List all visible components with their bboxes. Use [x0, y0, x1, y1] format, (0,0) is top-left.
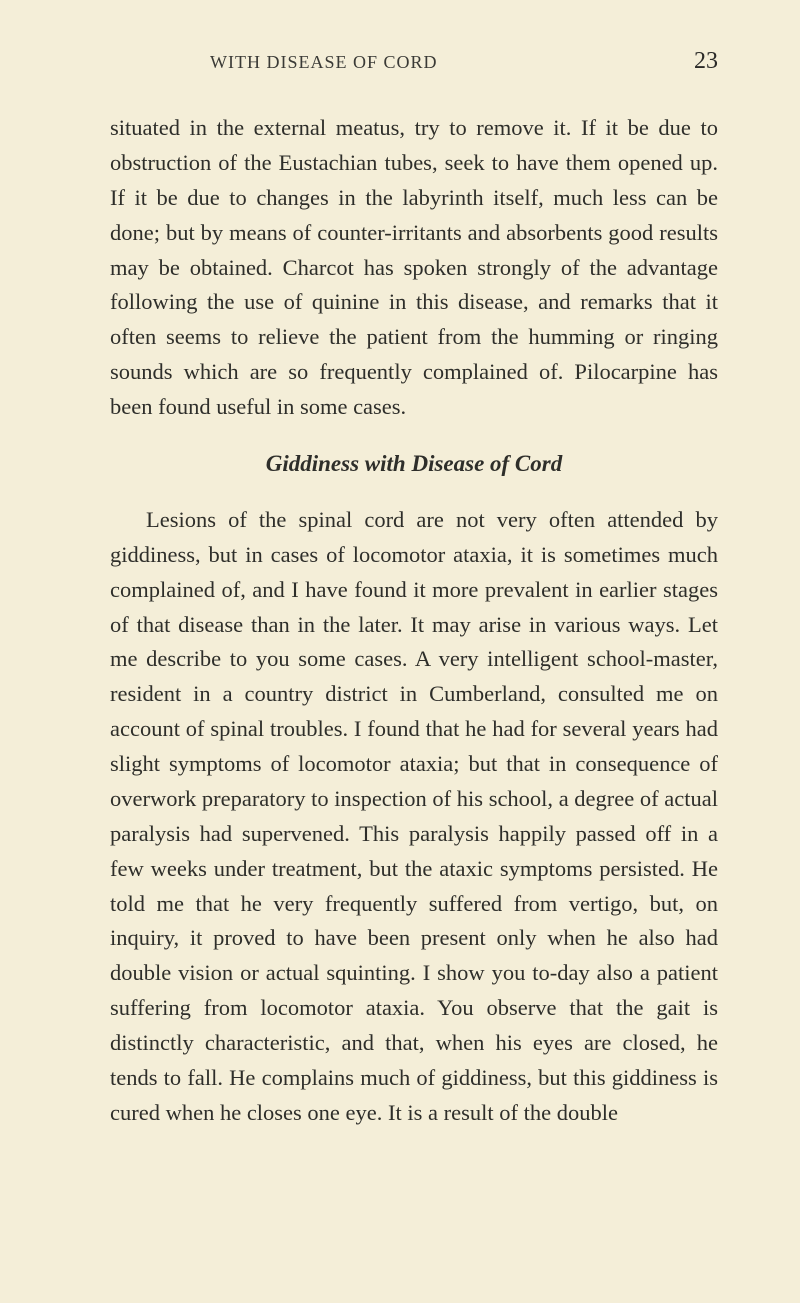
running-title: WITH DISEASE OF CORD	[210, 52, 438, 73]
section-heading: Giddiness with Disease of Cord	[110, 451, 718, 477]
page-container: WITH DISEASE OF CORD 23 situated in the …	[0, 0, 800, 1199]
paragraph-2: Lesions of the spinal cord are not very …	[110, 503, 718, 1131]
page-number: 23	[694, 48, 718, 75]
page-header: WITH DISEASE OF CORD 23	[110, 48, 718, 75]
paragraph-1: situated in the external meatus, try to …	[110, 111, 718, 425]
